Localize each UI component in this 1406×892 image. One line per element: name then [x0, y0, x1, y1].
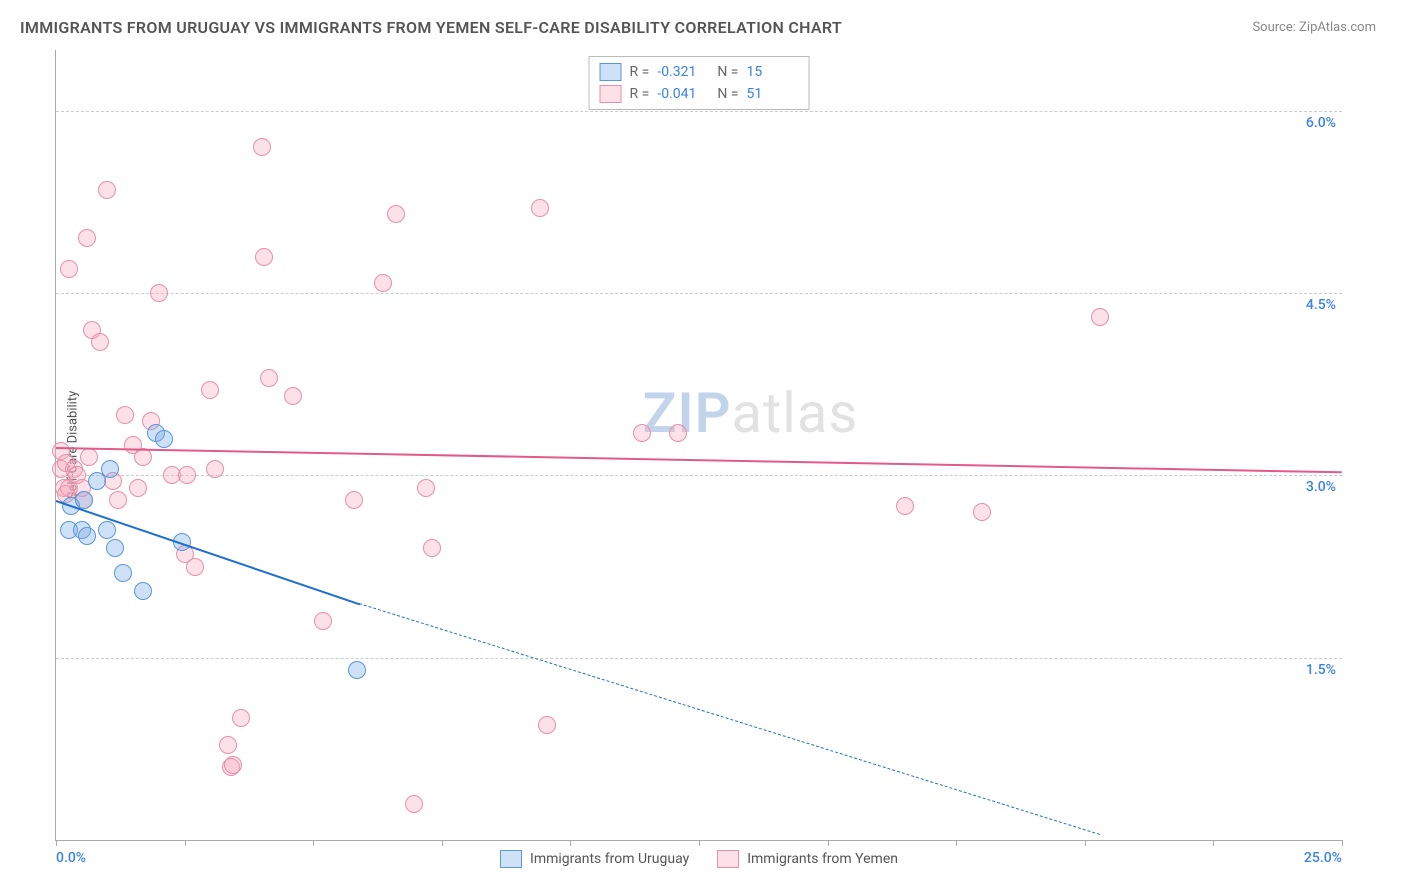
x-tick — [56, 840, 57, 846]
data-point-yemen — [1091, 308, 1109, 326]
data-point-yemen — [423, 539, 441, 557]
data-point-yemen — [91, 333, 109, 351]
data-point-yemen — [633, 424, 651, 442]
x-tick — [1085, 840, 1086, 846]
gridline-h — [56, 111, 1342, 112]
y-tick-label: 4.5% — [1306, 297, 1336, 313]
x-tick — [699, 840, 700, 846]
data-point-uruguay — [134, 582, 152, 600]
data-point-yemen — [253, 138, 271, 156]
x-tick — [1213, 840, 1214, 846]
n-value-yemen: 51 — [746, 83, 798, 105]
swatch-yemen — [600, 85, 622, 103]
source-attribution: Source: ZipAtlas.com — [1252, 20, 1376, 35]
data-point-yemen — [669, 424, 687, 442]
n-value-uruguay: 15 — [746, 61, 798, 83]
data-point-uruguay — [101, 460, 119, 478]
r-label: R = — [630, 83, 650, 105]
gridline-h — [56, 293, 1342, 294]
stats-row-yemen: R = -0.041 N = 51 — [600, 83, 799, 105]
series-legend: Immigrants from Uruguay Immigrants from … — [500, 850, 898, 868]
source-name: ZipAtlas.com — [1299, 20, 1376, 35]
legend-swatch-yemen — [717, 850, 739, 868]
x-tick — [185, 840, 186, 846]
data-point-uruguay — [348, 661, 366, 679]
data-point-yemen — [134, 448, 152, 466]
data-point-yemen — [116, 406, 134, 424]
n-label: N = — [717, 61, 738, 83]
legend-label-yemen: Immigrants from Yemen — [747, 851, 898, 867]
data-point-uruguay — [78, 527, 96, 545]
data-point-yemen — [78, 229, 96, 247]
scatter-plot-area: ZIPatlas R = -0.321 N = 15 R = -0.041 N … — [55, 50, 1342, 841]
data-point-yemen — [405, 795, 423, 813]
n-label: N = — [717, 83, 738, 105]
data-point-yemen — [531, 199, 549, 217]
data-point-yemen — [260, 369, 278, 387]
data-point-yemen — [417, 479, 435, 497]
x-tick — [1342, 840, 1343, 846]
data-point-yemen — [98, 181, 116, 199]
y-tick-label: 3.0% — [1306, 479, 1336, 495]
watermark-zip: ZIP — [643, 380, 732, 446]
data-point-yemen — [232, 709, 250, 727]
x-tick — [313, 840, 314, 846]
legend-swatch-uruguay — [500, 850, 522, 868]
data-point-uruguay — [155, 430, 173, 448]
data-point-yemen — [186, 558, 204, 576]
watermark-atlas: atlas — [732, 380, 859, 446]
data-point-yemen — [314, 612, 332, 630]
stats-row-uruguay: R = -0.321 N = 15 — [600, 61, 799, 83]
data-point-yemen — [374, 274, 392, 292]
x-tick — [570, 840, 571, 846]
data-point-yemen — [973, 503, 991, 521]
data-point-yemen — [345, 491, 363, 509]
legend-label-uruguay: Immigrants from Uruguay — [530, 851, 689, 867]
correlation-stats-legend: R = -0.321 N = 15 R = -0.041 N = 51 — [589, 56, 810, 110]
x-tick — [956, 840, 957, 846]
y-tick-label: 1.5% — [1306, 662, 1336, 678]
x-tick — [828, 840, 829, 846]
x-tick — [442, 840, 443, 846]
data-point-uruguay — [106, 539, 124, 557]
plot-container: Self-Care Disability ZIPatlas R = -0.321… — [55, 50, 1385, 840]
data-point-yemen — [109, 491, 127, 509]
data-point-yemen — [178, 466, 196, 484]
data-point-uruguay — [98, 521, 116, 539]
gridline-h — [56, 475, 1342, 476]
data-point-yemen — [80, 448, 98, 466]
data-point-yemen — [60, 260, 78, 278]
data-point-yemen — [201, 381, 219, 399]
data-point-yemen — [284, 387, 302, 405]
r-value-uruguay: -0.321 — [657, 61, 709, 83]
data-point-yemen — [206, 460, 224, 478]
data-point-yemen — [129, 479, 147, 497]
gridline-h — [56, 658, 1342, 659]
source-label: Source: — [1252, 20, 1295, 35]
trend-line — [359, 603, 1100, 835]
r-label: R = — [630, 61, 650, 83]
data-point-yemen — [387, 205, 405, 223]
data-point-uruguay — [114, 564, 132, 582]
data-point-yemen — [896, 497, 914, 515]
legend-item-uruguay: Immigrants from Uruguay — [500, 850, 689, 868]
data-point-yemen — [255, 248, 273, 266]
data-point-uruguay — [75, 491, 93, 509]
data-point-yemen — [219, 736, 237, 754]
r-value-yemen: -0.041 — [657, 83, 709, 105]
trend-line — [56, 500, 360, 605]
data-point-yemen — [538, 716, 556, 734]
y-tick-label: 6.0% — [1306, 115, 1336, 131]
trend-line — [56, 447, 1342, 473]
chart-title: IMMIGRANTS FROM URUGUAY VS IMMIGRANTS FR… — [20, 18, 842, 37]
swatch-uruguay — [600, 63, 622, 81]
x-axis-max-label: 25.0% — [1304, 850, 1342, 866]
legend-item-yemen: Immigrants from Yemen — [717, 850, 898, 868]
data-point-yemen — [150, 284, 168, 302]
data-point-yemen — [224, 756, 242, 774]
x-axis-min-label: 0.0% — [56, 850, 86, 866]
